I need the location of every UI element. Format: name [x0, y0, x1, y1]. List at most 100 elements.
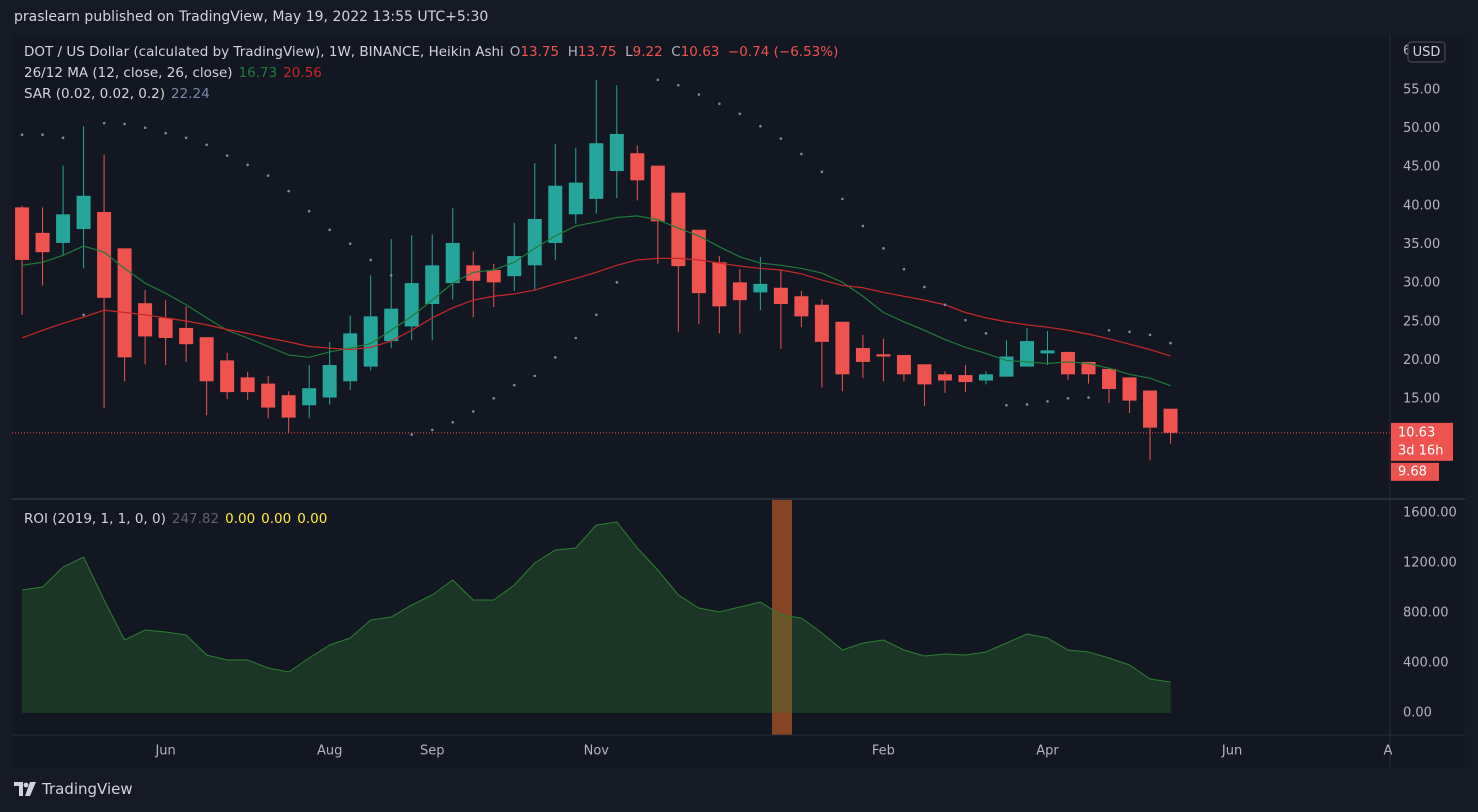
candle-body: [220, 360, 235, 393]
candle-body: [876, 354, 891, 357]
sar-dot: [1046, 400, 1049, 403]
candle-body: [1102, 368, 1117, 390]
candle-body: [753, 283, 768, 293]
candle-body: [609, 133, 624, 172]
x-tick-label: Apr: [1036, 744, 1059, 759]
sar-dot: [348, 242, 352, 245]
y-tick-label: 1600.00: [1403, 506, 1457, 521]
open-value: 13.75: [520, 44, 560, 60]
price-legend: DOT / US Dollar (calculated by TradingVi…: [24, 44, 838, 60]
roi-extra-value: 0.00: [261, 511, 292, 527]
sar-title: SAR (0.02, 0.02, 0.2): [24, 86, 166, 102]
sar-dot: [41, 133, 44, 137]
x-tick-label: Aug: [1383, 744, 1408, 759]
ma-title: 26/12 MA (12, close, 26, close): [24, 65, 233, 81]
candle-body: [343, 333, 358, 382]
y-tick-label: 35.00: [1403, 237, 1440, 252]
axes: JunAugSepNov2022FebAprJunAug60.0055.0050…: [154, 41, 1457, 759]
candle-body: [589, 143, 604, 199]
candle-body: [630, 153, 645, 181]
sar-dot: [759, 124, 762, 128]
candle-body: [691, 229, 706, 294]
y-tick-label: 400.00: [1403, 656, 1449, 671]
publish-info: praslearn published on TradingView, May …: [14, 9, 489, 25]
y-tick-label: 1200.00: [1403, 556, 1457, 571]
candle-body: [1019, 341, 1034, 367]
change-value: −0.74 (−6.53%): [727, 44, 839, 60]
candle-body: [671, 192, 686, 267]
roi-legend: ROI (2019, 1, 1, 0, 0) 247.82 0.00 0.00 …: [24, 511, 327, 527]
sar-dot: [923, 285, 926, 289]
sar-dot: [430, 428, 434, 432]
sar-dot: [61, 136, 65, 140]
candle-body: [1122, 377, 1137, 401]
y-tick-label: 15.00: [1403, 392, 1440, 407]
sar-dot: [656, 78, 660, 82]
candle-body: [199, 337, 214, 382]
candle-body: [466, 265, 481, 281]
sar-dot: [841, 197, 844, 201]
footer: TradingView: [14, 780, 133, 798]
candle-body: [1143, 390, 1158, 428]
candle-body: [999, 356, 1014, 377]
candle-body: [1040, 350, 1055, 354]
candle-body: [712, 262, 727, 307]
sar-dot: [225, 154, 229, 157]
y-tick-label: 30.00: [1403, 276, 1440, 291]
roi-value: 247.82: [171, 511, 220, 527]
sar-dot: [307, 209, 311, 213]
candle-body: [138, 303, 153, 337]
candle-body: [835, 321, 850, 375]
candle-body: [76, 195, 91, 230]
candle-body: [896, 355, 911, 375]
x-tick-label: Feb: [872, 744, 895, 759]
close-value: 10.63: [680, 44, 720, 60]
sar-dot: [779, 137, 783, 140]
sar-dot: [328, 228, 331, 232]
candle-body: [97, 212, 112, 298]
sar-legend: SAR (0.02, 0.02, 0.2) 22.24: [24, 86, 210, 102]
sar-dot: [389, 274, 393, 277]
sar-dot: [553, 356, 557, 359]
sar-dot: [1169, 341, 1172, 345]
sar-dot: [1005, 403, 1008, 407]
sar-dot: [143, 126, 147, 130]
candle-body: [425, 265, 440, 304]
candle-body: [937, 374, 952, 381]
ma-value: 20.56: [283, 65, 322, 81]
sar-dot: [738, 112, 742, 116]
candle-body: [527, 218, 542, 266]
sar-dot: [595, 313, 598, 317]
sar-dot: [287, 189, 290, 193]
candle-body: [56, 214, 71, 243]
sar-dot: [492, 396, 496, 400]
candle-body: [814, 304, 829, 342]
plot: [12, 78, 1390, 713]
sar-dot: [102, 121, 106, 125]
sar-dot: [266, 174, 270, 177]
highlight-band: [772, 500, 792, 735]
last-price-box: [1391, 422, 1453, 461]
sar-dot: [410, 433, 414, 436]
roi-extra-value: 0.00: [297, 511, 328, 527]
candle-body: [15, 207, 30, 260]
sar-dot: [1025, 403, 1029, 406]
sar-dot: [1107, 328, 1111, 332]
sar-dot: [800, 152, 803, 156]
y-tick-label: 800.00: [1403, 606, 1449, 621]
roi-line: [21, 521, 1171, 683]
low-value: 9.22: [632, 44, 663, 60]
ohlc-label: L: [625, 44, 633, 60]
price-mark-box: [1391, 462, 1439, 481]
ohlc-label: O: [509, 44, 521, 60]
candle-body: [650, 165, 665, 222]
ohlc: O 13.75 H 13.75 L 9.22 C 10.63 −0.74 (−6.53%…: [510, 44, 839, 60]
x-tick-label: Sep: [420, 744, 445, 759]
y-tick-label: 0.00: [1403, 706, 1432, 721]
candle-body: [117, 248, 132, 358]
sar-value: 22.24: [171, 86, 210, 102]
sar-dot: [882, 247, 885, 250]
sar-dot: [574, 336, 578, 340]
sar-dot: [1128, 330, 1131, 334]
